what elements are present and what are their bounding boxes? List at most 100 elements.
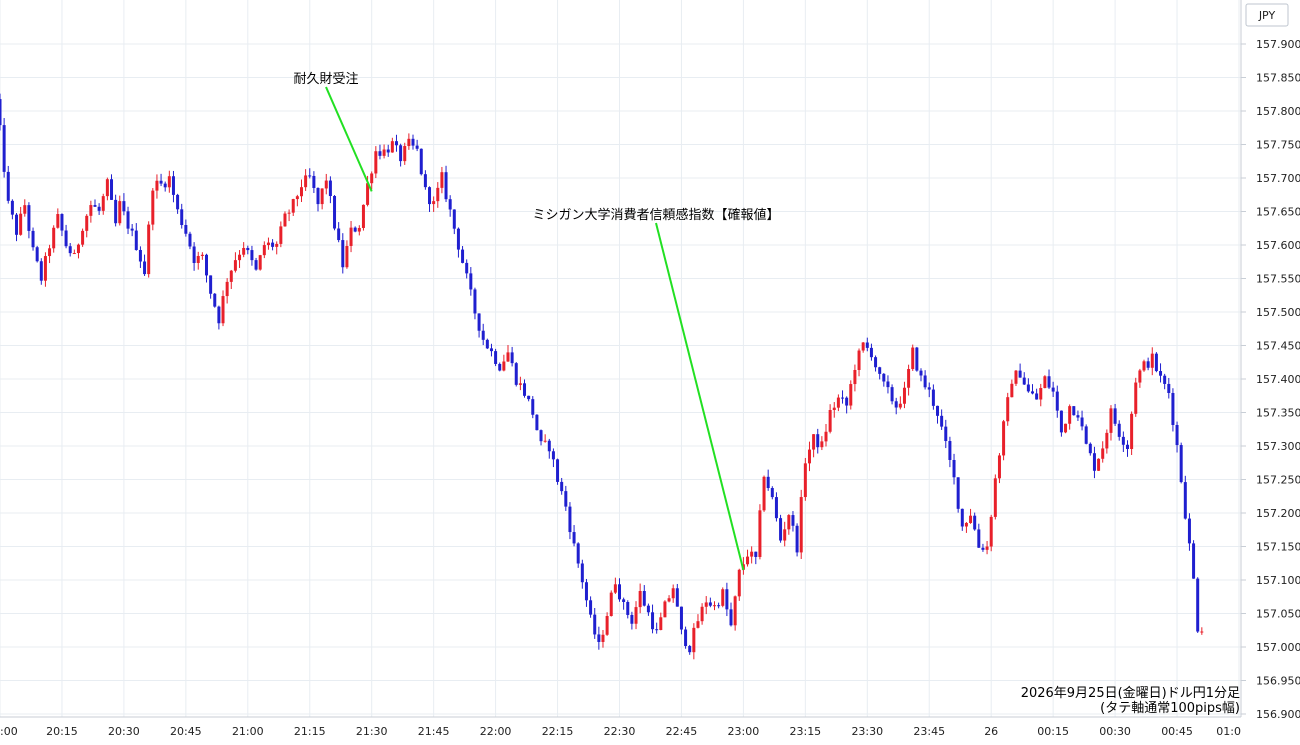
candle-up — [1064, 423, 1068, 434]
candle-body — [857, 350, 861, 370]
candle-body — [229, 270, 233, 282]
candle-body — [750, 551, 754, 557]
currency-badge[interactable]: JPY — [1245, 3, 1289, 27]
candle-up — [692, 623, 696, 660]
candle-up — [258, 254, 262, 271]
candle-up — [1002, 419, 1006, 461]
candle-up — [1043, 375, 1047, 389]
candle-body — [543, 440, 547, 442]
candle-down — [485, 338, 489, 350]
candle-up — [370, 171, 374, 190]
candle-down — [539, 429, 543, 446]
candle-body — [902, 387, 906, 404]
time-tick-label: 23:00 — [728, 725, 760, 738]
candle-body — [390, 141, 394, 153]
candle-down — [411, 134, 415, 150]
candle-down — [271, 239, 275, 251]
candle-down — [874, 355, 878, 372]
annotation-leader-line — [655, 222, 745, 571]
price-tick-label: 157.850 — [1256, 72, 1300, 85]
candle-down — [531, 396, 535, 419]
candle-up — [291, 198, 295, 217]
candle-up — [1014, 370, 1018, 387]
candle-body — [989, 516, 993, 547]
candle-down — [159, 173, 163, 187]
candle-body — [89, 205, 93, 216]
candle-body — [1171, 392, 1175, 425]
candle-down — [655, 622, 659, 634]
candle-up — [432, 196, 436, 212]
candle-body — [27, 205, 31, 231]
candle-down — [869, 343, 873, 361]
candle-body — [799, 497, 803, 553]
time-tick-label: 23:15 — [789, 725, 821, 738]
candle-down — [213, 292, 217, 308]
candle-body — [15, 214, 19, 235]
price-axis: 157.900 157.850 157.800 157.750 157.700 157.6… — [1241, 38, 1300, 721]
candle-up — [737, 568, 741, 601]
candle-body — [283, 213, 287, 227]
candle-body — [560, 481, 564, 492]
candle-body — [432, 201, 436, 205]
time-tick-label: 21:30 — [356, 725, 388, 738]
candle-body — [832, 407, 836, 411]
candle-down — [60, 213, 64, 237]
candle-up — [700, 603, 704, 625]
candle-down — [865, 337, 869, 352]
candle-body — [865, 342, 869, 348]
candle-body — [19, 213, 23, 235]
candle-down — [143, 254, 147, 276]
candle-body — [733, 596, 737, 626]
candle-body — [679, 606, 683, 630]
candle-body — [758, 510, 762, 557]
price-tick-label: 157.900 — [1256, 38, 1300, 51]
candle-down — [333, 195, 337, 231]
candle-down — [547, 438, 551, 459]
candle-body — [1159, 371, 1163, 376]
candle-down — [845, 396, 849, 414]
candle-body — [213, 293, 217, 307]
candle-body — [1196, 578, 1200, 632]
candle-body — [436, 187, 440, 202]
candle-up — [783, 521, 787, 547]
candle-up — [196, 251, 200, 270]
candle-body — [816, 434, 820, 448]
candle-body — [444, 172, 448, 200]
candle-body — [841, 397, 845, 399]
candle-body — [1043, 376, 1047, 388]
candle-up — [807, 441, 811, 472]
candle-body — [1109, 408, 1113, 433]
candle-body — [97, 206, 101, 211]
candle-body — [60, 214, 64, 231]
candle-body — [630, 614, 634, 624]
candle-down — [341, 233, 345, 274]
candle-down — [498, 362, 502, 372]
candle-body — [911, 347, 915, 370]
candle-down — [1187, 513, 1191, 551]
candle-body — [828, 410, 832, 432]
candle-body — [76, 244, 80, 254]
candle-body — [514, 363, 518, 385]
candle-down — [568, 502, 572, 540]
candle-body — [655, 629, 659, 631]
candle-down — [535, 414, 539, 431]
candle-body — [126, 211, 130, 229]
candle-up — [1097, 458, 1101, 471]
candle-down — [1047, 369, 1051, 390]
candle-up — [81, 228, 85, 247]
candle-body — [886, 381, 890, 388]
candle-up — [407, 133, 411, 150]
candle-down — [469, 267, 473, 296]
candle-down — [882, 373, 886, 387]
candle-down — [597, 626, 601, 650]
candle-body — [134, 230, 138, 250]
candle-body — [948, 441, 952, 460]
candlestick-series — [0, 93, 1204, 660]
candle-body — [774, 497, 778, 519]
candle-body — [944, 426, 948, 442]
time-tick-label: 26 — [984, 725, 998, 738]
candle-body — [1047, 376, 1051, 388]
candle-body — [1026, 384, 1030, 392]
candle-body — [667, 598, 671, 602]
candle-down — [936, 405, 940, 424]
